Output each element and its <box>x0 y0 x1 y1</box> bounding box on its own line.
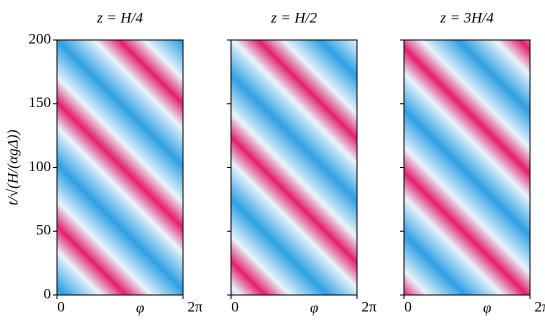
heatmap-field <box>231 40 357 295</box>
x-tick-label: 0 <box>404 299 412 315</box>
y-axis-label: t/√(H/(αgΔ)) <box>5 130 21 206</box>
y-tick-label: 200 <box>29 31 52 47</box>
heatmap-field <box>404 40 530 295</box>
y-tick-label: 0 <box>44 286 52 302</box>
panel-title: z = H/2 <box>270 10 317 26</box>
x-axis-label: φ <box>310 300 318 316</box>
y-tick-label: 100 <box>29 159 52 175</box>
x-axis-label: φ <box>483 300 491 316</box>
x-axis-label: φ <box>136 300 144 316</box>
heatmap-field <box>57 40 183 295</box>
x-tick-label: 2π <box>534 299 545 315</box>
x-tick-label: 0 <box>57 299 65 315</box>
panel-title: z = H/4 <box>96 10 143 26</box>
x-tick-label: 2π <box>361 299 377 315</box>
panel-title: z = 3H/4 <box>439 10 494 26</box>
y-tick-label: 150 <box>29 95 52 111</box>
y-tick-label: 50 <box>36 223 51 239</box>
x-tick-label: 0 <box>231 299 239 315</box>
x-tick-label: 2π <box>187 299 203 315</box>
